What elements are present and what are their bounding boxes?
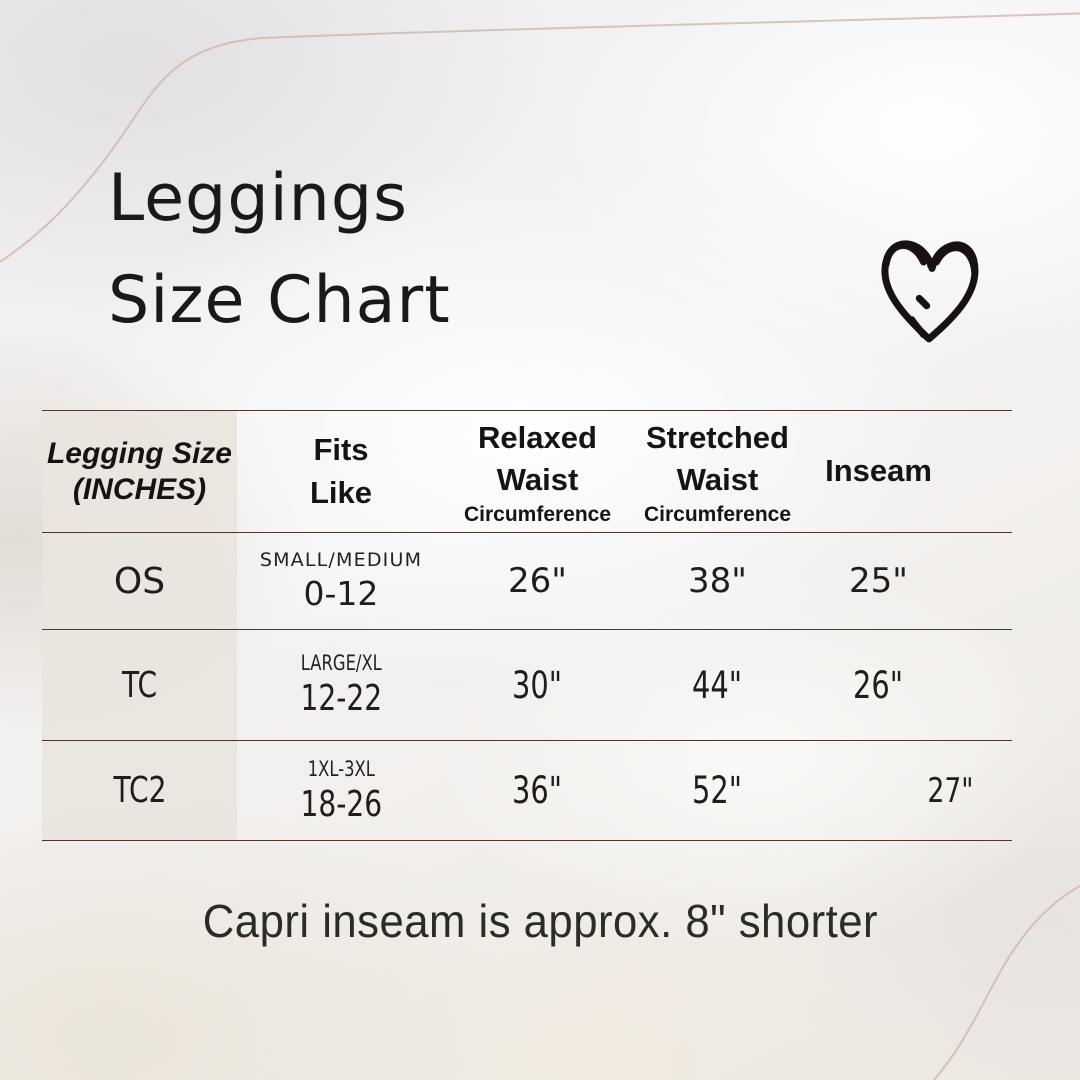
measurement-value: 25" [849,561,908,601]
cell-inseam: 25" [805,533,1012,629]
header-text: Fits [313,431,369,467]
header-text: Waist [496,462,579,498]
cell-size: OS [42,533,237,629]
measurement-value: 52" [692,769,743,812]
measurement-value: 30" [512,663,563,707]
fits-range: 12-22 [300,678,382,719]
size-table: Legging Size (INCHES) Fits Like Relaxed … [42,410,1012,841]
header-text: Stretched [646,419,789,455]
cell-relaxed-waist: 26" [445,533,630,629]
fits-category: SMALL/MEDIUM [259,549,423,571]
header-inseam: Inseam [805,411,1012,532]
cell-fits-like: LARGE/XL 12-22 [237,630,445,740]
measurement-value: 26" [853,663,904,707]
cell-fits-like: SMALL/MEDIUM 0-12 [237,533,445,629]
header-subtext: Circumference [643,503,792,527]
header-text: Like [309,474,373,510]
header-text: Relaxed [478,419,597,455]
header-text: (INCHES) [72,472,207,506]
title-line-1: Leggings [108,161,408,236]
header-subtext: Circumference [463,503,612,527]
header-text: Legging Size [46,437,232,471]
measurement-value: 44" [692,663,743,707]
title-line-2: Size Chart [108,263,451,339]
table-header-row: Legging Size (INCHES) Fits Like Relaxed … [42,410,1012,532]
measurement-value: 27" [927,770,974,811]
footer-note: Capri inseam is approx. 8" shorter [0,894,1080,948]
cell-stretched-waist: 52" [630,741,805,840]
cell-relaxed-waist: 36" [445,741,630,840]
footer-note-text: Capri inseam is approx. 8" shorter [202,895,878,947]
header-relaxed-waist: Relaxed Waist Circumference [445,411,630,532]
measurement-value: 26" [508,561,567,601]
cell-stretched-waist: 38" [630,533,805,629]
fits-category: 1XL-3XL [307,756,375,781]
header-text: Inseam [825,453,932,489]
header-text: Waist [676,462,759,498]
size-code: TC [121,664,158,706]
page-title: Leggings Size Chart [108,148,451,352]
size-code: OS [113,560,166,602]
header-legging-size: Legging Size (INCHES) [42,411,237,532]
cell-relaxed-waist: 30" [445,630,630,740]
measurement-value: 38" [688,561,747,601]
fits-range: 0-12 [303,574,379,613]
fits-range: 18-26 [300,783,382,825]
cell-size: TC2 [42,741,237,840]
cell-size: TC [42,630,237,740]
fits-category: LARGE/XL [300,651,382,675]
cell-fits-like: 1XL-3XL 18-26 [237,741,445,840]
cell-inseam: 26" [805,630,1012,740]
size-code: TC2 [113,770,166,811]
heart-icon [881,240,979,343]
cell-inseam: 27" [805,741,1012,840]
header-stretched-waist: Stretched Waist Circumference [630,411,805,532]
table-row: TC LARGE/XL 12-22 30" 44" 26" [42,629,1012,740]
table-row: TC2 1XL-3XL 18-26 36" 52" 27" [42,740,1012,840]
cell-stretched-waist: 44" [630,630,805,740]
measurement-value: 36" [512,769,563,812]
table-row: OS SMALL/MEDIUM 0-12 26" 38" 25" [42,532,1012,629]
header-fits-like: Fits Like [237,411,445,532]
